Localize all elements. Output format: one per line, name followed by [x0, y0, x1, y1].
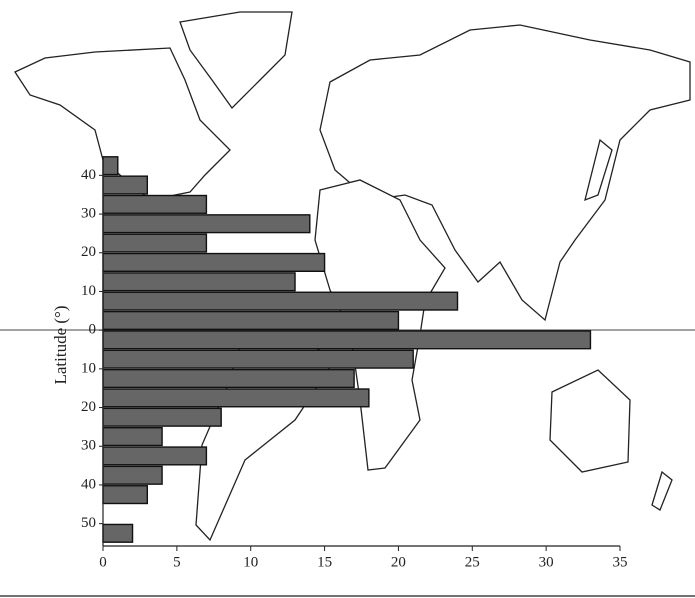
bar: [102, 407, 222, 427]
bar: [102, 368, 355, 389]
y-tick-label: 40: [81, 167, 96, 183]
bar: [102, 194, 208, 214]
bar: [102, 523, 134, 543]
y-tick-label: 30: [81, 205, 96, 221]
bar: [102, 233, 208, 253]
bar: [102, 465, 163, 485]
bar: [102, 349, 414, 369]
bar: [102, 175, 149, 195]
y-tick-label: 10: [81, 360, 96, 376]
x-tick-label: 0: [99, 554, 107, 570]
bar: [102, 330, 592, 350]
y-tick-label: 0: [89, 322, 97, 338]
y-tick-label: 40: [81, 476, 96, 492]
x-tick-label: 20: [391, 554, 406, 570]
x-tick-label: 35: [613, 554, 628, 570]
bar: [102, 427, 163, 447]
bar: [102, 252, 326, 273]
x-tick-label: 30: [539, 554, 554, 570]
y-tick-label: 30: [81, 438, 96, 454]
bar: [102, 156, 119, 176]
x-tick-label: 25: [465, 554, 480, 570]
bar: [102, 485, 149, 505]
bar: [102, 388, 370, 408]
bar: [102, 214, 311, 234]
y-tick-label: 10: [81, 283, 96, 299]
y-tick-label: 20: [81, 244, 96, 260]
y-axis-label: Latitude (°): [51, 305, 70, 384]
bar: [102, 272, 296, 292]
bar: [102, 310, 400, 331]
bar: [102, 446, 208, 466]
y-tick-label: 20: [81, 399, 96, 415]
x-tick-label: 5: [173, 554, 181, 570]
x-tick-label: 10: [243, 554, 258, 570]
x-tick-label: 15: [317, 554, 332, 570]
bar: [102, 291, 459, 311]
y-tick-label: 50: [81, 515, 96, 531]
